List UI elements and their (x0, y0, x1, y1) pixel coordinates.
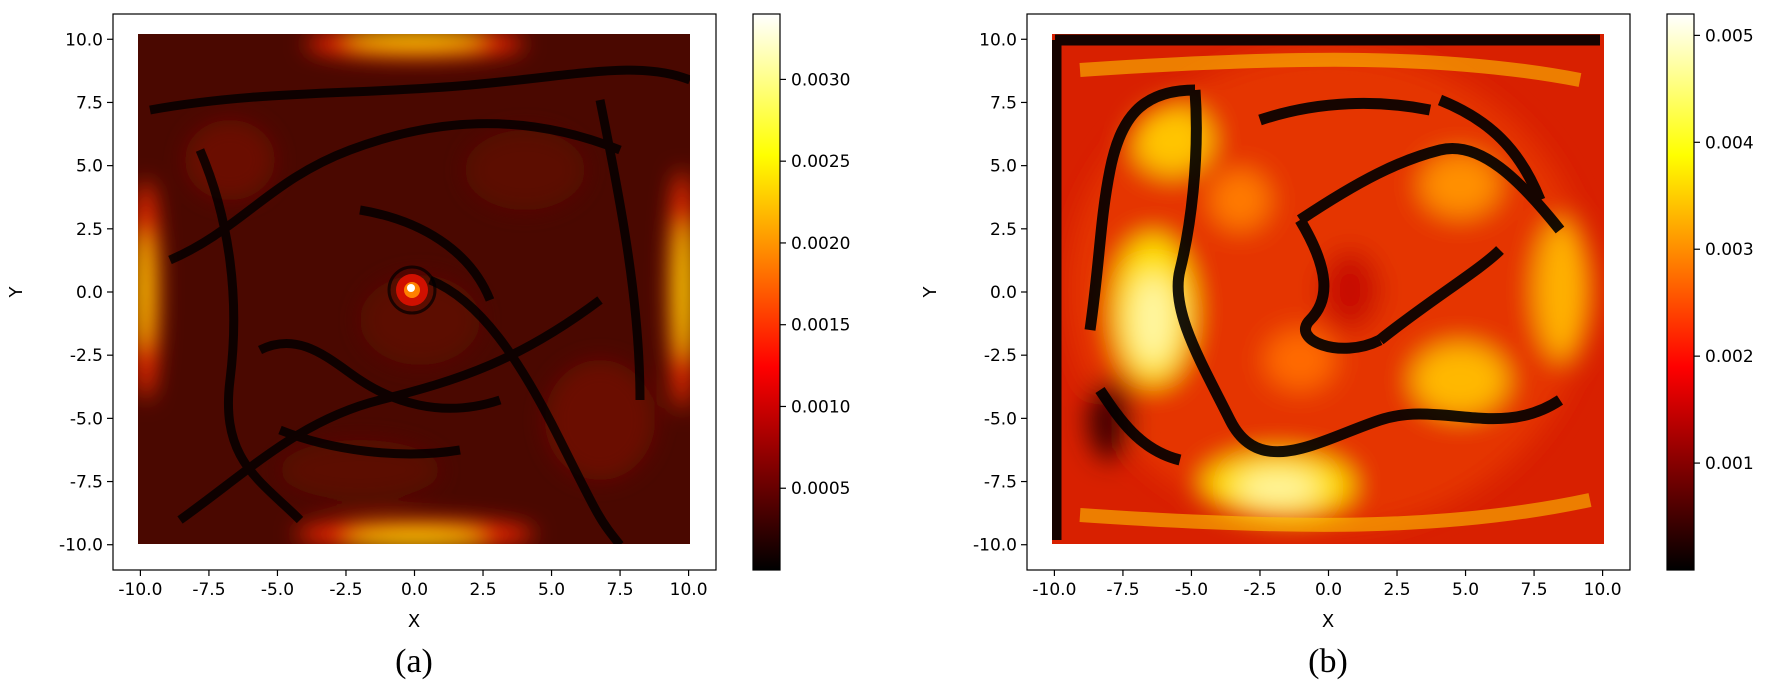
colorbar-tick-label: 0.0020 (791, 234, 850, 254)
y-tick-label: 10.0 (979, 30, 1017, 50)
x-axis-label-b: X (1322, 611, 1334, 632)
x-tick-label: -7.5 (1106, 580, 1139, 600)
x-tick-label: 2.5 (469, 580, 496, 600)
colorbar-tick-label: 0.001 (1705, 454, 1754, 474)
colorbar-gradient-a (752, 13, 781, 571)
x-tick-label: 0.0 (1315, 580, 1342, 600)
y-tick-label: 7.5 (76, 93, 103, 113)
y-tick-label: -10.0 (59, 536, 103, 556)
colorbar-b: 0.001 0.002 0.003 0.004 0.005 (1666, 13, 1754, 571)
x-ticks-b (1053, 570, 1604, 576)
y-tick-label: -7.5 (70, 473, 103, 493)
colorbar-a: 0.0005 0.0010 0.0015 0.0020 0.0025 0.0030 (752, 13, 850, 571)
y-tick-label: 2.5 (990, 220, 1017, 240)
y-axis-label-b: Y (920, 286, 941, 299)
panel-caption-a: (a) (395, 643, 433, 680)
x-tick-label: -7.5 (192, 580, 225, 600)
x-axis-label-a: X (408, 611, 420, 632)
y-tick-label: -5.0 (70, 409, 103, 429)
colorbar-tick-label: 0.003 (1705, 240, 1754, 260)
y-tick-label: 5.0 (76, 157, 103, 177)
colorbar-gradient-b (1666, 13, 1695, 571)
y-tick-label: -7.5 (984, 473, 1017, 493)
x-ticks-a (139, 570, 690, 576)
heatmap-field-a (138, 34, 690, 544)
colorbar-tick-label: 0.004 (1705, 133, 1754, 153)
x-tick-label: 5.0 (538, 580, 565, 600)
y-tick-label: 10.0 (65, 30, 103, 50)
y-tick-label: -2.5 (70, 346, 103, 366)
x-tick-label: 10.0 (1584, 580, 1622, 600)
y-tick-label: 5.0 (990, 157, 1017, 177)
x-tick-label: 2.5 (1383, 580, 1410, 600)
y-tick-label: -2.5 (984, 346, 1017, 366)
x-tick-label: 0.0 (401, 580, 428, 600)
colorbar-tick-labels-b: 0.001 0.002 0.003 0.004 0.005 (1705, 26, 1754, 474)
x-tick-label: -5.0 (261, 580, 294, 600)
x-tick-label: 10.0 (670, 580, 708, 600)
y-tick-label: 0.0 (990, 283, 1017, 303)
colorbar-ticks-b (1694, 34, 1700, 464)
colorbar-ticks-a (780, 78, 786, 489)
x-tick-label: -10.0 (118, 580, 162, 600)
y-tick-label: 0.0 (76, 283, 103, 303)
y-tick-label: -5.0 (984, 409, 1017, 429)
y-ticks-a (107, 38, 113, 546)
y-tick-label: 7.5 (990, 93, 1017, 113)
x-tick-label: -2.5 (1243, 580, 1276, 600)
colorbar-tick-label: 0.0015 (791, 316, 850, 336)
x-tick-label: -2.5 (329, 580, 362, 600)
heatmap-panel-b: -10.0 -7.5 -5.0 -2.5 0.0 2.5 5.0 7.5 10.0 -10.0-… (920, 13, 1631, 632)
x-tick-label: -5.0 (1175, 580, 1208, 600)
x-tick-labels-a: -10.0 -7.5 -5.0 -2.5 0.0 2.5 5.0 7.5 10.0 (118, 580, 707, 600)
panel-caption-b: (b) (1308, 643, 1348, 680)
colorbar-tick-label: 0.0010 (791, 397, 850, 417)
colorbar-tick-label: 0.002 (1705, 347, 1754, 367)
colorbar-tick-label: 0.005 (1705, 26, 1754, 46)
x-tick-labels-b: -10.0 -7.5 -5.0 -2.5 0.0 2.5 5.0 7.5 10.0 (1032, 580, 1621, 600)
y-tick-labels-a: -10.0 -7.5 -5.0 -2.5 0.0 2.5 5.0 7.5 10.0 (59, 30, 103, 555)
x-tick-label: -10.0 (1032, 580, 1076, 600)
heatmap-panel-a: -10.0 -7.5 -5.0 -2.5 0.0 2.5 5.0 7.5 10.0 -10.0-… (6, 13, 717, 632)
heatmap-field-b (1052, 34, 1604, 544)
y-tick-label: 2.5 (76, 220, 103, 240)
colorbar-tick-label: 0.0025 (791, 152, 850, 172)
y-ticks-b (1021, 38, 1027, 546)
colorbar-tick-labels-a: 0.0005 0.0010 0.0015 0.0020 0.0025 0.0030 (791, 70, 850, 499)
x-tick-label: 7.5 (607, 580, 634, 600)
x-tick-label: 7.5 (1521, 580, 1548, 600)
colorbar-tick-label: 0.0030 (791, 70, 850, 90)
colorbar-tick-label: 0.0005 (791, 479, 850, 499)
center-hotspot-a (387, 265, 437, 315)
x-tick-label: 5.0 (1452, 580, 1479, 600)
y-tick-label: -10.0 (973, 536, 1017, 556)
y-tick-labels-b: -10.0 -7.5 -5.0 -2.5 0.0 2.5 5.0 7.5 10.0 (973, 30, 1017, 555)
y-axis-label-a: Y (6, 286, 27, 299)
